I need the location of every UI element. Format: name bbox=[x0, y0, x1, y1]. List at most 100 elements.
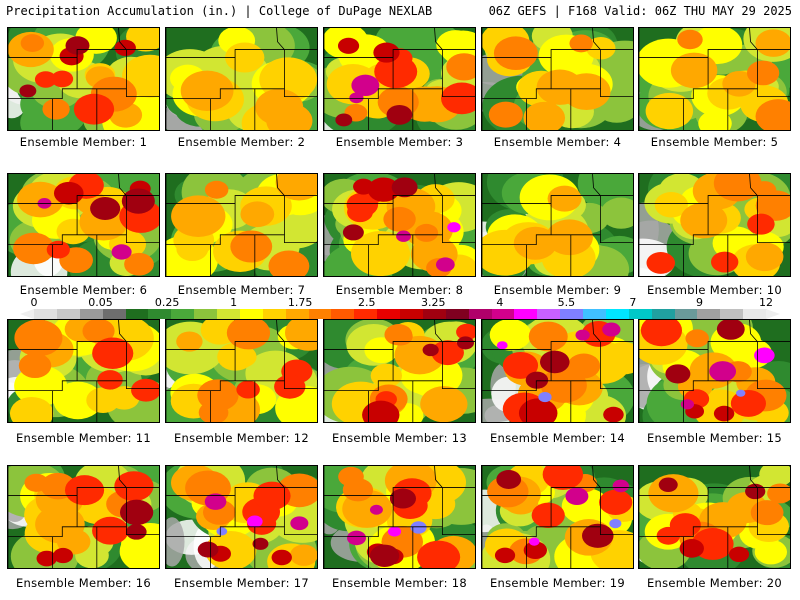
state-border bbox=[482, 526, 633, 538]
precip-contour bbox=[346, 530, 367, 546]
precip-contour bbox=[53, 181, 84, 205]
precip-contour bbox=[698, 110, 732, 130]
colorbar-swatch bbox=[102, 309, 126, 319]
precip-contour bbox=[126, 524, 147, 540]
precip-contour bbox=[502, 351, 539, 379]
precip-contour bbox=[389, 488, 417, 509]
precip-contour bbox=[586, 37, 616, 60]
precip-contour bbox=[567, 353, 601, 379]
colorbar-swatch bbox=[125, 309, 149, 319]
precip-contour bbox=[736, 389, 746, 397]
state-border bbox=[324, 380, 475, 392]
precip-contour bbox=[752, 181, 777, 200]
precip-contour bbox=[197, 541, 219, 558]
state-border bbox=[324, 526, 475, 538]
precip-contour bbox=[422, 343, 439, 357]
precip-contour bbox=[581, 523, 614, 548]
precip-contour bbox=[713, 405, 735, 422]
precip-contour bbox=[528, 537, 540, 546]
precip-contour bbox=[488, 101, 523, 128]
precip-contour bbox=[230, 230, 273, 263]
colorbar-tick-label: 5.5 bbox=[557, 296, 576, 309]
colorbar-swatch bbox=[674, 309, 698, 319]
precip-contour bbox=[536, 69, 584, 105]
precip-contour bbox=[9, 396, 54, 422]
colorbar-swatch bbox=[605, 309, 630, 319]
precip-contour bbox=[645, 92, 694, 130]
colorbar-labels: 0 0.05 0.25 1 1.75 2.5 3.25 4 5.5 7 9 12 bbox=[0, 296, 800, 309]
state-border bbox=[8, 88, 159, 100]
precip-contour bbox=[646, 252, 676, 274]
state-border bbox=[276, 174, 285, 196]
precip-contour bbox=[73, 93, 115, 125]
precip-contour bbox=[730, 390, 766, 417]
precip-contour bbox=[685, 329, 709, 348]
precip-contour bbox=[493, 36, 538, 70]
colorbar-swatch bbox=[743, 309, 767, 319]
precip-contour bbox=[236, 380, 260, 399]
precip-contour bbox=[204, 493, 227, 510]
precip-contour bbox=[124, 252, 154, 276]
ensemble-member-map bbox=[638, 465, 791, 569]
precip-contour bbox=[750, 500, 784, 526]
precip-contour bbox=[431, 340, 464, 366]
precip-contour bbox=[19, 84, 37, 98]
ensemble-member-map bbox=[323, 173, 476, 277]
precip-contour bbox=[367, 177, 400, 202]
precip-contour bbox=[353, 178, 374, 195]
precip-contour bbox=[420, 386, 468, 422]
precip-contour bbox=[680, 399, 695, 410]
state-border bbox=[166, 88, 317, 100]
ensemble-member-map bbox=[165, 319, 318, 423]
precip-colorbar bbox=[20, 309, 780, 319]
state-border bbox=[276, 28, 285, 50]
colorbar-tick-label: 7 bbox=[629, 296, 637, 309]
colorbar-tick-label: 9 bbox=[695, 296, 703, 309]
precip-contour bbox=[335, 113, 353, 127]
precip-contour bbox=[180, 70, 234, 111]
precip-contour bbox=[539, 350, 570, 374]
colorbar-tick-label: 0.05 bbox=[88, 296, 113, 309]
precip-contour bbox=[603, 406, 624, 422]
ensemble-member-map bbox=[7, 173, 160, 277]
precip-contour bbox=[599, 489, 633, 516]
state-border bbox=[639, 487, 790, 496]
precip-contour bbox=[20, 34, 45, 52]
state-border bbox=[166, 526, 317, 538]
state-border bbox=[324, 195, 475, 204]
state-border bbox=[592, 174, 601, 196]
ensemble-member-caption: Ensemble Member: 14 bbox=[489, 431, 625, 445]
ensemble-member-map bbox=[7, 27, 160, 131]
state-border bbox=[166, 234, 317, 246]
colorbar-min-arrow bbox=[20, 309, 34, 319]
precip-contour bbox=[92, 337, 134, 369]
colorbar-swatch bbox=[491, 309, 515, 319]
colorbar-swatch bbox=[56, 309, 81, 319]
ensemble-member-caption: Ensemble Member: 18 bbox=[331, 576, 467, 590]
ensemble-member-caption: Ensemble Member: 6 bbox=[19, 283, 148, 297]
precip-contour bbox=[51, 70, 74, 88]
ensemble-member-caption: Ensemble Member: 5 bbox=[650, 135, 779, 149]
state-border bbox=[639, 234, 790, 246]
precip-contour bbox=[396, 230, 411, 242]
ensemble-member-caption: Ensemble Member: 7 bbox=[177, 283, 306, 297]
precip-contour bbox=[665, 364, 691, 384]
colorbar-swatch bbox=[262, 309, 287, 319]
precip-contour bbox=[447, 222, 461, 233]
colorbar-swatch bbox=[697, 309, 721, 319]
precip-contour bbox=[364, 337, 399, 364]
colorbar-swatch bbox=[560, 309, 584, 319]
state-border bbox=[592, 320, 601, 342]
colorbar-swatch bbox=[34, 309, 58, 319]
state-border bbox=[118, 466, 127, 488]
state-border bbox=[324, 234, 475, 246]
colorbar-swatch bbox=[171, 309, 195, 319]
dry-area bbox=[166, 517, 185, 567]
precip-contour bbox=[82, 320, 115, 344]
ensemble-member-caption: Ensemble Member: 15 bbox=[646, 431, 782, 445]
colorbar-tick-label: 12 bbox=[759, 296, 773, 309]
state-border bbox=[482, 234, 633, 246]
precip-contour bbox=[346, 192, 379, 217]
precip-contour bbox=[677, 29, 703, 50]
ensemble-member-caption: Ensemble Member: 8 bbox=[335, 283, 464, 297]
